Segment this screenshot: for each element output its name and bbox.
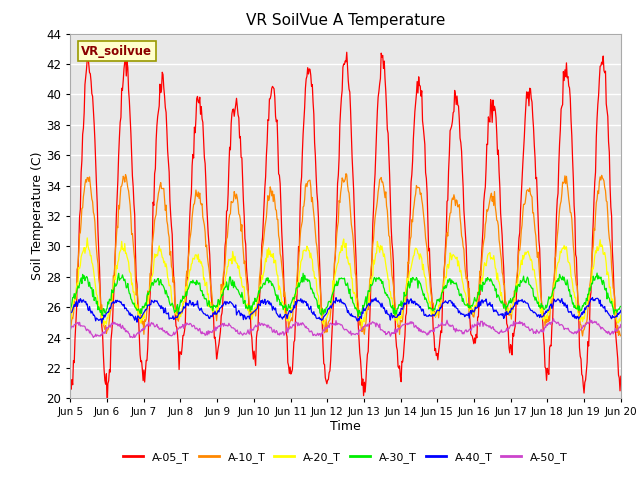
- Legend: A-05_T, A-10_T, A-20_T, A-30_T, A-40_T, A-50_T: A-05_T, A-10_T, A-20_T, A-30_T, A-40_T, …: [119, 448, 572, 468]
- Title: VR SoilVue A Temperature: VR SoilVue A Temperature: [246, 13, 445, 28]
- Y-axis label: Soil Temperature (C): Soil Temperature (C): [31, 152, 44, 280]
- Text: VR_soilvue: VR_soilvue: [81, 45, 152, 58]
- X-axis label: Time: Time: [330, 420, 361, 433]
